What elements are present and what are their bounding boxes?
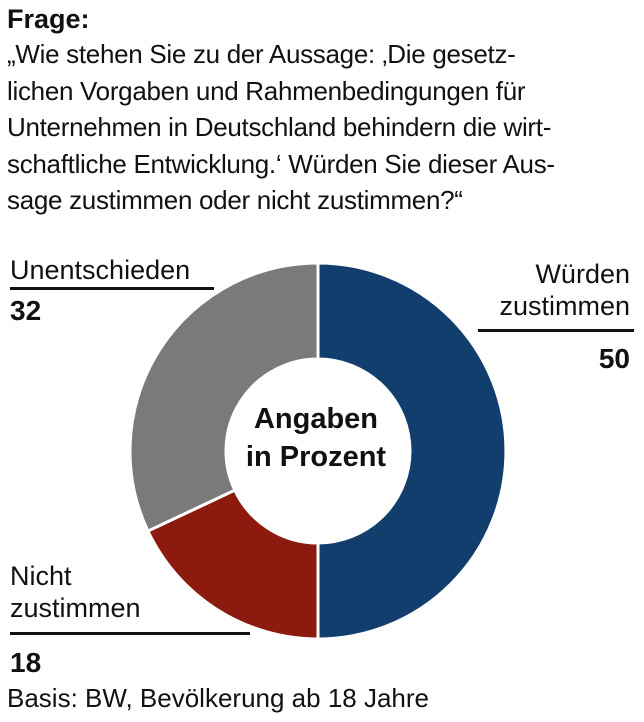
question-line: Unternehmen in Deutschland behindern die… [7, 112, 552, 142]
question-line: sage zustimmen oder nicht zustimmen?“ [7, 185, 463, 215]
slice-label-nicht-zustimmen: Nicht zustimmen [10, 560, 141, 624]
slice-value-unentschieden: 32 [10, 295, 42, 326]
slice-label-line: Unentschieden [10, 255, 191, 285]
footer-basis: Basis: BW, Bevölkerung ab 18 Jahre [7, 683, 430, 713]
slice-label-line: Würden [535, 259, 630, 289]
question-line: lichen Vorgaben und Rahmenbedingungen fü… [7, 75, 526, 106]
center-label-line: in Prozent [245, 441, 387, 473]
slice-label-wuerden-zustimmen: Würden zustimmen [499, 258, 630, 322]
question-line: schaftliche Entwicklung.‘ Würden Sie die… [7, 148, 555, 179]
donut-slice-1 [145, 488, 320, 641]
question-heading: Frage: [7, 4, 90, 34]
slice-label-line: zustimmen [499, 291, 630, 321]
center-label: Angaben in Prozent [226, 400, 406, 476]
slice-label-rule [10, 287, 214, 290]
slice-label-line: Nicht [10, 561, 72, 591]
donut-slice-2 [128, 261, 320, 534]
center-label-line: Angaben [253, 403, 379, 435]
question-text: „Wie stehen Sie zu der Aussage: ‚Die ges… [7, 36, 637, 219]
slice-label-rule [478, 329, 634, 332]
question-line: „Wie stehen Sie zu der Aussage: ‚Die ges… [7, 39, 516, 69]
slice-value-nicht-zustimmen: 18 [10, 647, 42, 678]
slice-label-rule [10, 632, 250, 635]
slice-label-line: zustimmen [10, 593, 141, 623]
slice-label-unentschieden: Unentschieden [10, 254, 190, 286]
slice-value-wuerden-zustimmen: 50 [598, 343, 630, 374]
donut-slice-0 [316, 261, 508, 641]
